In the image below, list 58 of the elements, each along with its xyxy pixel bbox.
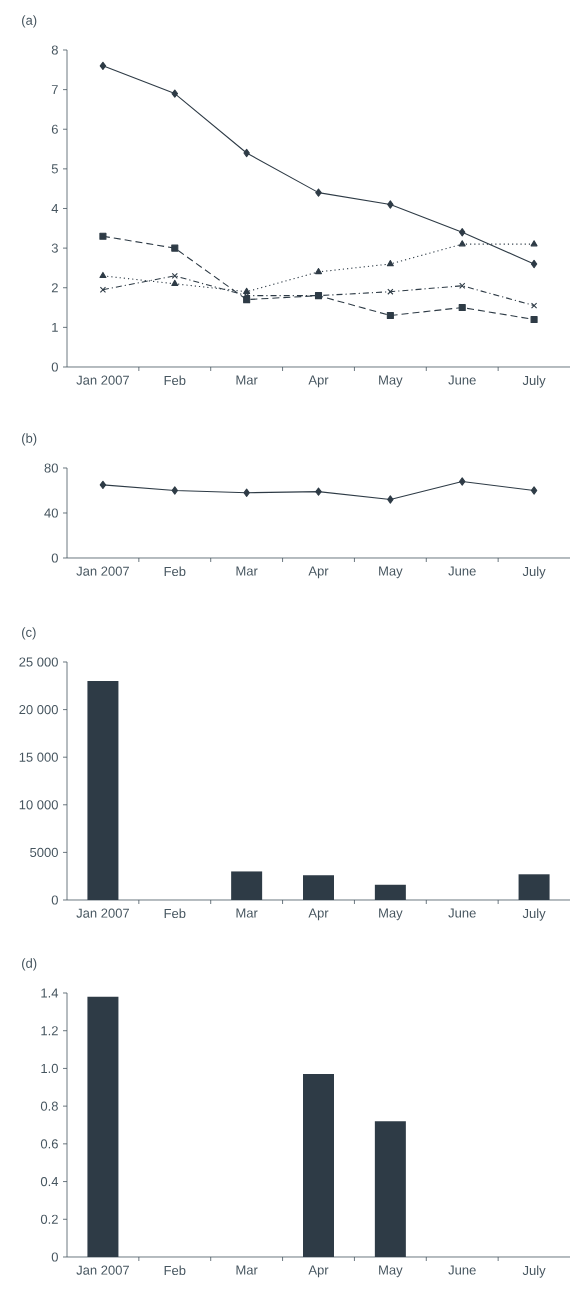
x-tick-label: June <box>448 566 476 576</box>
y-tick-label: 0 <box>51 1252 58 1262</box>
x-tick-label: Jan 2007 <box>76 908 129 918</box>
y-tick-label: 6 <box>51 124 58 134</box>
x-tick-label: Feb <box>164 908 186 919</box>
y-tick-label: 2 <box>51 283 58 293</box>
x-tick-label: July <box>522 1265 546 1278</box>
y-tick-label: 20 000 <box>19 704 58 715</box>
y-tick-label: 5000 <box>30 847 58 857</box>
y-tick-label: 0 <box>51 362 58 372</box>
y-tick-label: 0.6 <box>40 1139 58 1149</box>
x-tick-label: Feb <box>164 566 186 577</box>
y-tick-label: 40 <box>44 508 58 518</box>
x-tick-label: Jan 2007 <box>76 1265 129 1275</box>
y-tick-label: 1.4 <box>41 988 59 998</box>
y-tick-label: 7 <box>51 85 58 95</box>
chart-title: (a) <box>22 15 37 28</box>
y-tick-label: 1.0 <box>41 1063 58 1074</box>
x-tick-label: June <box>448 908 476 918</box>
y-tick-label: 0.8 <box>40 1101 58 1111</box>
x-tick-label: Jan 2007 <box>76 375 129 385</box>
y-tick-label: 5 <box>51 164 58 174</box>
y-tick-label: 80 <box>44 463 58 473</box>
y-tick-label: 0.2 <box>40 1214 58 1224</box>
y-tick-label: 0 <box>51 895 58 905</box>
x-tick-label: Mar <box>236 1265 258 1275</box>
x-tick-label: Mar <box>236 375 258 385</box>
x-tick-label: Feb <box>164 1265 186 1276</box>
x-tick-label: July <box>522 908 546 921</box>
y-tick-label: 10 000 <box>19 800 58 810</box>
x-tick-label: Mar <box>236 566 258 576</box>
x-tick-label: Apr <box>308 375 329 388</box>
chart-title: (d) <box>22 958 37 971</box>
y-tick-label: 3 <box>51 243 58 253</box>
y-tick-label: 25 000 <box>19 657 58 667</box>
x-tick-label: May <box>379 375 403 388</box>
x-tick-label: May <box>379 908 403 921</box>
x-tick-label: Jan 2007 <box>76 566 129 576</box>
x-tick-label: Apr <box>308 566 329 579</box>
y-tick-label: 4 <box>51 204 59 213</box>
y-tick-label: 1.2 <box>41 1026 58 1036</box>
y-tick-label: 8 <box>51 45 58 55</box>
x-tick-label: July <box>522 375 546 388</box>
x-tick-label: May <box>379 1265 403 1278</box>
x-tick-label: Mar <box>236 908 258 918</box>
x-tick-label: June <box>448 1265 476 1275</box>
x-tick-label: Apr <box>308 1265 329 1278</box>
chart-title: (b) <box>22 433 37 446</box>
y-tick-label: 1 <box>52 322 58 332</box>
x-tick-label: July <box>522 566 546 579</box>
x-tick-label: June <box>448 375 476 385</box>
x-tick-label: Apr <box>308 908 329 921</box>
y-tick-label: 0 <box>51 553 58 563</box>
x-tick-label: May <box>379 566 403 579</box>
x-tick-label: Feb <box>164 375 186 386</box>
y-tick-label: 15 000 <box>19 752 58 762</box>
chart-title: (c) <box>22 627 36 640</box>
y-tick-label: 0.4 <box>40 1176 59 1187</box>
